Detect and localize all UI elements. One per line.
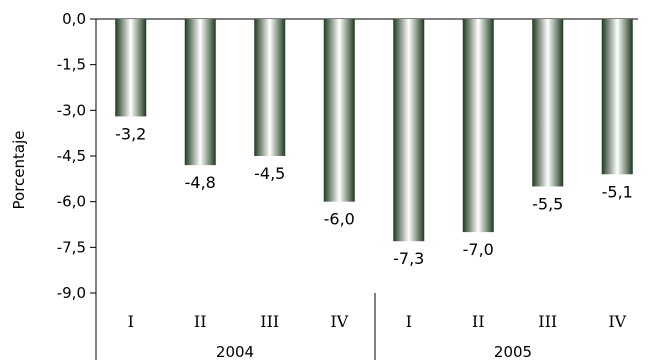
data-labels: -3,2 -4,8 -4,5 -6,0 -7,3 -7,0 -5,5 -5,1 <box>115 124 633 268</box>
bar <box>393 19 425 242</box>
bar <box>254 19 286 156</box>
group-labels: 2004 2005 <box>216 343 532 360</box>
data-label: -4,5 <box>254 164 285 183</box>
bar <box>462 19 494 233</box>
data-label: -7,3 <box>393 249 424 268</box>
category-label: III <box>538 312 557 331</box>
category-label: IV <box>608 312 626 331</box>
y-ticks: 0,0 -1,5 -3,0 -4,5 -6,0 -7,5 -9,0 <box>57 10 96 302</box>
data-label: -6,0 <box>324 210 355 229</box>
y-tick-label: -7,5 <box>57 238 86 256</box>
y-axis-label: Porcentaje <box>10 131 28 210</box>
bar <box>184 19 216 166</box>
category-label: I <box>406 312 412 331</box>
data-label: -5,5 <box>532 194 563 213</box>
category-label: III <box>260 312 279 331</box>
data-label: -4,8 <box>185 173 216 192</box>
bar <box>115 19 147 117</box>
bar <box>601 19 633 175</box>
group-label: 2005 <box>494 343 532 360</box>
bar <box>532 19 564 187</box>
group-label: 2004 <box>216 343 254 360</box>
category-label: IV <box>330 312 348 331</box>
category-label: II <box>472 312 485 331</box>
y-tick-label: -6,0 <box>57 193 86 211</box>
y-tick-label: -1,5 <box>57 56 86 74</box>
y-tick-label: -9,0 <box>57 284 86 302</box>
bar <box>323 19 355 202</box>
bars <box>115 19 633 242</box>
data-label: -5,1 <box>602 182 633 201</box>
category-label: II <box>194 312 207 331</box>
category-labels: I II III IV I II III IV <box>128 312 627 331</box>
category-label: I <box>128 312 134 331</box>
y-axis-title-group: Porcentaje <box>10 131 28 210</box>
y-tick-label: 0,0 <box>62 10 86 28</box>
y-tick-label: -3,0 <box>57 101 86 119</box>
data-label: -3,2 <box>115 124 146 143</box>
y-tick-label: -4,5 <box>57 147 86 165</box>
data-label: -7,0 <box>463 240 494 259</box>
